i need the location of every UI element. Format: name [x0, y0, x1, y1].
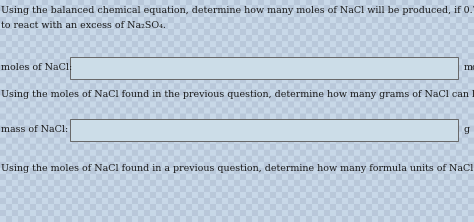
- Text: to react with an excess of Na₂SO₄.: to react with an excess of Na₂SO₄.: [1, 21, 166, 30]
- Text: Using the moles of NaCl found in the previous question, determine how many grams: Using the moles of NaCl found in the pre…: [1, 90, 474, 99]
- Text: mol: mol: [464, 63, 474, 72]
- Text: moles of NaCl:: moles of NaCl:: [1, 63, 72, 72]
- Text: g: g: [464, 125, 470, 134]
- Text: mass of NaCl:: mass of NaCl:: [1, 125, 68, 134]
- FancyBboxPatch shape: [70, 119, 458, 141]
- FancyBboxPatch shape: [70, 57, 458, 79]
- Text: Using the moles of NaCl found in a previous question, determine how many formula: Using the moles of NaCl found in a previ…: [1, 164, 474, 173]
- Text: Using the balanced chemical equation, determine how many moles of NaCl will be p: Using the balanced chemical equation, de…: [1, 6, 474, 15]
